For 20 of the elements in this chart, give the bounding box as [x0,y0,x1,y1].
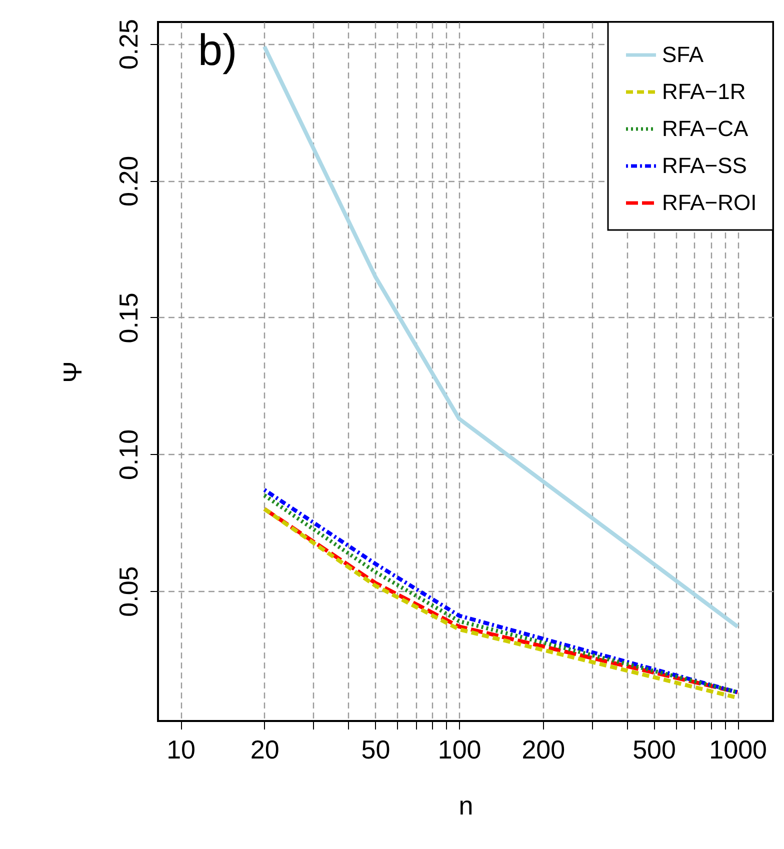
x-tick-label: 500 [632,734,676,764]
x-tick-label: 1000 [709,734,768,764]
y-tick-label: 0.05 [114,566,144,617]
legend-label: SFA [662,42,704,67]
legend-label: RFA−CA [662,116,749,141]
legend-label: RFA−1R [662,79,746,104]
y-tick-label: 0.25 [114,19,144,70]
x-tick-label: 10 [166,734,196,764]
x-tick-label: 20 [250,734,280,764]
x-tick-label: 200 [522,734,566,764]
y-axis-title: Ψ [58,361,88,383]
x-tick-label: 50 [361,734,390,764]
x-tick-label: 100 [438,734,482,764]
legend-label: RFA−SS [662,153,747,178]
y-tick-label: 0.15 [114,292,144,344]
legend-label: RFA−ROI [662,190,757,215]
y-tick-label: 0.10 [114,429,144,480]
annotation: b) [198,26,238,75]
x-axis-title: n [458,790,474,820]
y-tick-label: 0.20 [114,156,144,206]
